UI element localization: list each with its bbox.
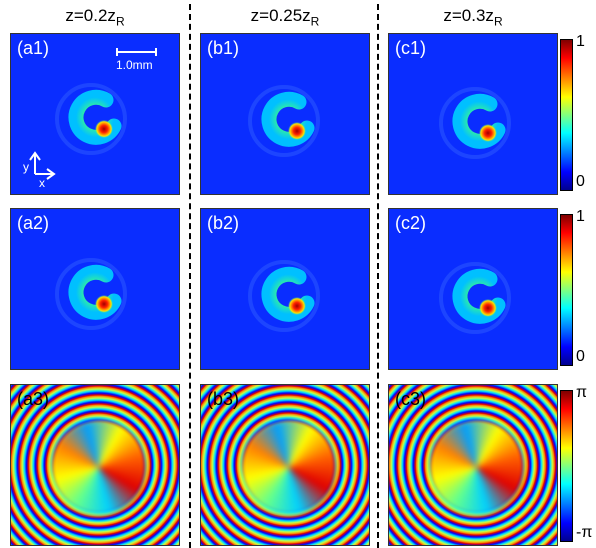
intensity-panel: (a2) (10, 208, 180, 370)
beam (55, 83, 127, 155)
panel-label: (b2) (207, 213, 240, 233)
colorbar (560, 214, 573, 366)
panel-label: (a1) (17, 38, 50, 58)
colorbar-label: 1 (576, 33, 585, 50)
phase-panel: (a3) (10, 384, 180, 546)
colorbar (560, 390, 573, 542)
beam (248, 260, 320, 332)
panel-label: (b1) (207, 38, 240, 58)
axis-label: y (23, 160, 29, 174)
intensity-panel: (a1) 1.0mm y x (10, 33, 180, 195)
phase-vortex (429, 420, 524, 515)
panel-label: (c3) (395, 389, 426, 409)
column-header: z=0.2zR (10, 6, 180, 28)
phase-vortex (241, 420, 336, 515)
colorbar (560, 39, 573, 191)
header-text: z=0.25z (250, 6, 311, 25)
intensity-panel: (c1) (388, 33, 558, 195)
panel-label: (a3) (17, 389, 50, 409)
intensity-panel: (c2) (388, 208, 558, 370)
intensity-panel: (b1) (200, 33, 370, 195)
scale-bar-label: 1.0mm (116, 58, 153, 72)
annotations (29, 48, 157, 180)
header-subscript: R (115, 14, 125, 29)
header-subscript: R (310, 14, 320, 29)
colorbar-label: 0 (576, 173, 585, 190)
phase-panel: (c3) (388, 384, 558, 546)
column-header: z=0.3zR (388, 6, 558, 28)
colorbar-label: -π (576, 524, 593, 541)
panel-label: (c2) (395, 213, 426, 233)
phase-panel: (b3) (200, 384, 370, 546)
beam (439, 262, 511, 334)
colorbar-label: 1 (576, 208, 585, 225)
column-header: z=0.25zR (200, 6, 370, 28)
panel-label: (b3) (207, 389, 240, 409)
divider (377, 4, 379, 548)
intensity-panel: (b2) (200, 208, 370, 370)
header-subscript: R (493, 14, 503, 29)
beam (439, 87, 511, 159)
colorbar-label: 0 (576, 348, 585, 365)
colorbar-label: π (576, 384, 588, 401)
panel-label: (c1) (395, 38, 426, 58)
axis-label: x (39, 176, 45, 190)
phase-vortex (51, 420, 146, 515)
panel-label: (a2) (17, 213, 50, 233)
divider (189, 4, 191, 548)
beam (55, 258, 127, 330)
header-text: z=0.3z (443, 6, 494, 25)
header-text: z=0.2z (65, 6, 116, 25)
beam (248, 85, 320, 157)
